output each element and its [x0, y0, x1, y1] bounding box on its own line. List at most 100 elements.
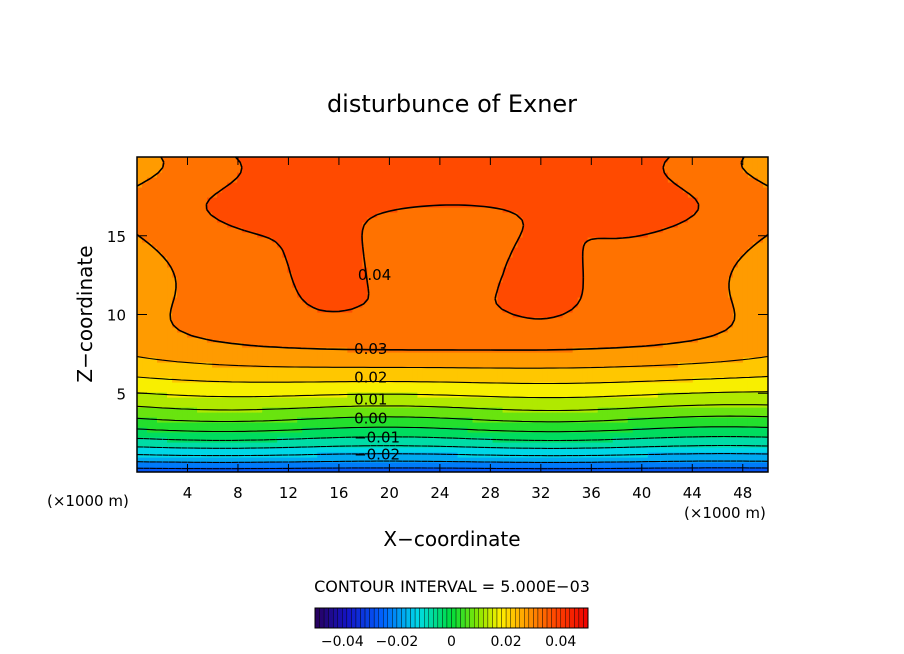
field-cell — [237, 447, 243, 453]
field-cell — [292, 207, 298, 213]
field-cell — [452, 447, 459, 453]
field-cell — [172, 267, 178, 273]
field-cell — [152, 342, 158, 348]
field-cell — [247, 367, 253, 373]
field-cell — [427, 382, 434, 388]
field-cell — [152, 377, 158, 383]
field-cell — [502, 352, 509, 358]
field-cell — [222, 312, 228, 318]
field-cell — [412, 332, 419, 338]
field-cell — [397, 312, 404, 318]
field-cell — [147, 372, 153, 378]
field-cell — [497, 267, 504, 273]
field-cell — [532, 382, 539, 388]
field-cell — [422, 217, 429, 223]
field-cell — [262, 252, 268, 258]
field-cell — [207, 297, 213, 303]
field-cell — [487, 342, 494, 348]
field-cell — [517, 367, 524, 373]
field-cell — [507, 237, 514, 243]
field-cell — [172, 332, 178, 338]
field-cell — [267, 272, 273, 278]
field-cell — [372, 227, 378, 233]
field-cell — [467, 177, 474, 183]
field-cell — [467, 192, 474, 198]
field-cell — [527, 192, 534, 198]
field-cell — [257, 252, 263, 258]
field-cell — [362, 337, 368, 343]
field-cell — [442, 272, 449, 278]
field-cell — [342, 352, 348, 358]
field-cell — [382, 247, 388, 253]
field-cell — [527, 302, 534, 308]
field-cell — [262, 277, 268, 283]
field-cell — [327, 367, 333, 373]
field-cell — [262, 257, 268, 263]
field-cell — [467, 397, 474, 403]
field-cell — [332, 412, 338, 418]
field-cell — [242, 337, 248, 343]
field-cell — [142, 342, 148, 348]
field-cell — [387, 422, 394, 428]
field-cell — [457, 447, 464, 453]
field-cell — [257, 182, 263, 188]
field-cell — [432, 452, 439, 458]
field-cell — [327, 437, 333, 443]
field-cell — [402, 397, 409, 403]
field-cell — [452, 367, 459, 373]
field-cell — [347, 192, 353, 198]
field-cell — [397, 172, 404, 178]
field-cell — [392, 377, 399, 383]
field-cell — [387, 267, 394, 273]
field-cell — [277, 232, 283, 238]
field-cell — [357, 197, 363, 203]
field-cell — [152, 277, 158, 283]
field-cell — [367, 447, 373, 453]
field-cell — [187, 427, 193, 433]
field-cell — [407, 307, 414, 313]
field-cell — [302, 407, 308, 413]
field-cell — [427, 182, 434, 188]
field-cell — [347, 297, 353, 303]
field-cell — [532, 442, 539, 448]
field-cell — [432, 422, 439, 428]
field-cell — [332, 442, 338, 448]
field-cell — [167, 467, 173, 472]
field-cell — [172, 382, 178, 388]
field-cell — [162, 192, 168, 198]
field-cell — [357, 207, 363, 213]
field-cell — [362, 327, 368, 333]
field-cell — [347, 352, 353, 358]
field-cell — [362, 172, 368, 178]
field-cell — [217, 162, 223, 168]
field-cell — [462, 272, 469, 278]
field-cell — [282, 267, 288, 273]
field-cell — [482, 207, 489, 213]
field-cell — [187, 197, 193, 203]
field-cell — [392, 237, 399, 243]
field-cell — [477, 272, 484, 278]
field-cell — [437, 342, 444, 348]
field-cell — [442, 367, 449, 373]
field-cell — [397, 427, 404, 433]
field-cell — [457, 212, 464, 218]
field-cell — [347, 187, 353, 193]
field-cell — [412, 282, 419, 288]
field-cell — [352, 372, 358, 378]
field-cell — [162, 277, 168, 283]
field-cell — [237, 317, 243, 323]
field-cell — [252, 332, 258, 338]
field-cell — [212, 367, 218, 373]
field-cell — [427, 262, 434, 268]
field-cell — [202, 302, 208, 308]
field-cell — [382, 167, 388, 173]
field-cell — [152, 362, 158, 368]
field-cell — [232, 247, 238, 253]
field-cell — [212, 257, 218, 263]
field-cell — [277, 312, 283, 318]
field-cell — [247, 247, 253, 253]
field-cell — [222, 422, 228, 428]
field-cell — [517, 317, 524, 323]
field-cell — [162, 232, 168, 238]
field-cell — [442, 257, 449, 263]
